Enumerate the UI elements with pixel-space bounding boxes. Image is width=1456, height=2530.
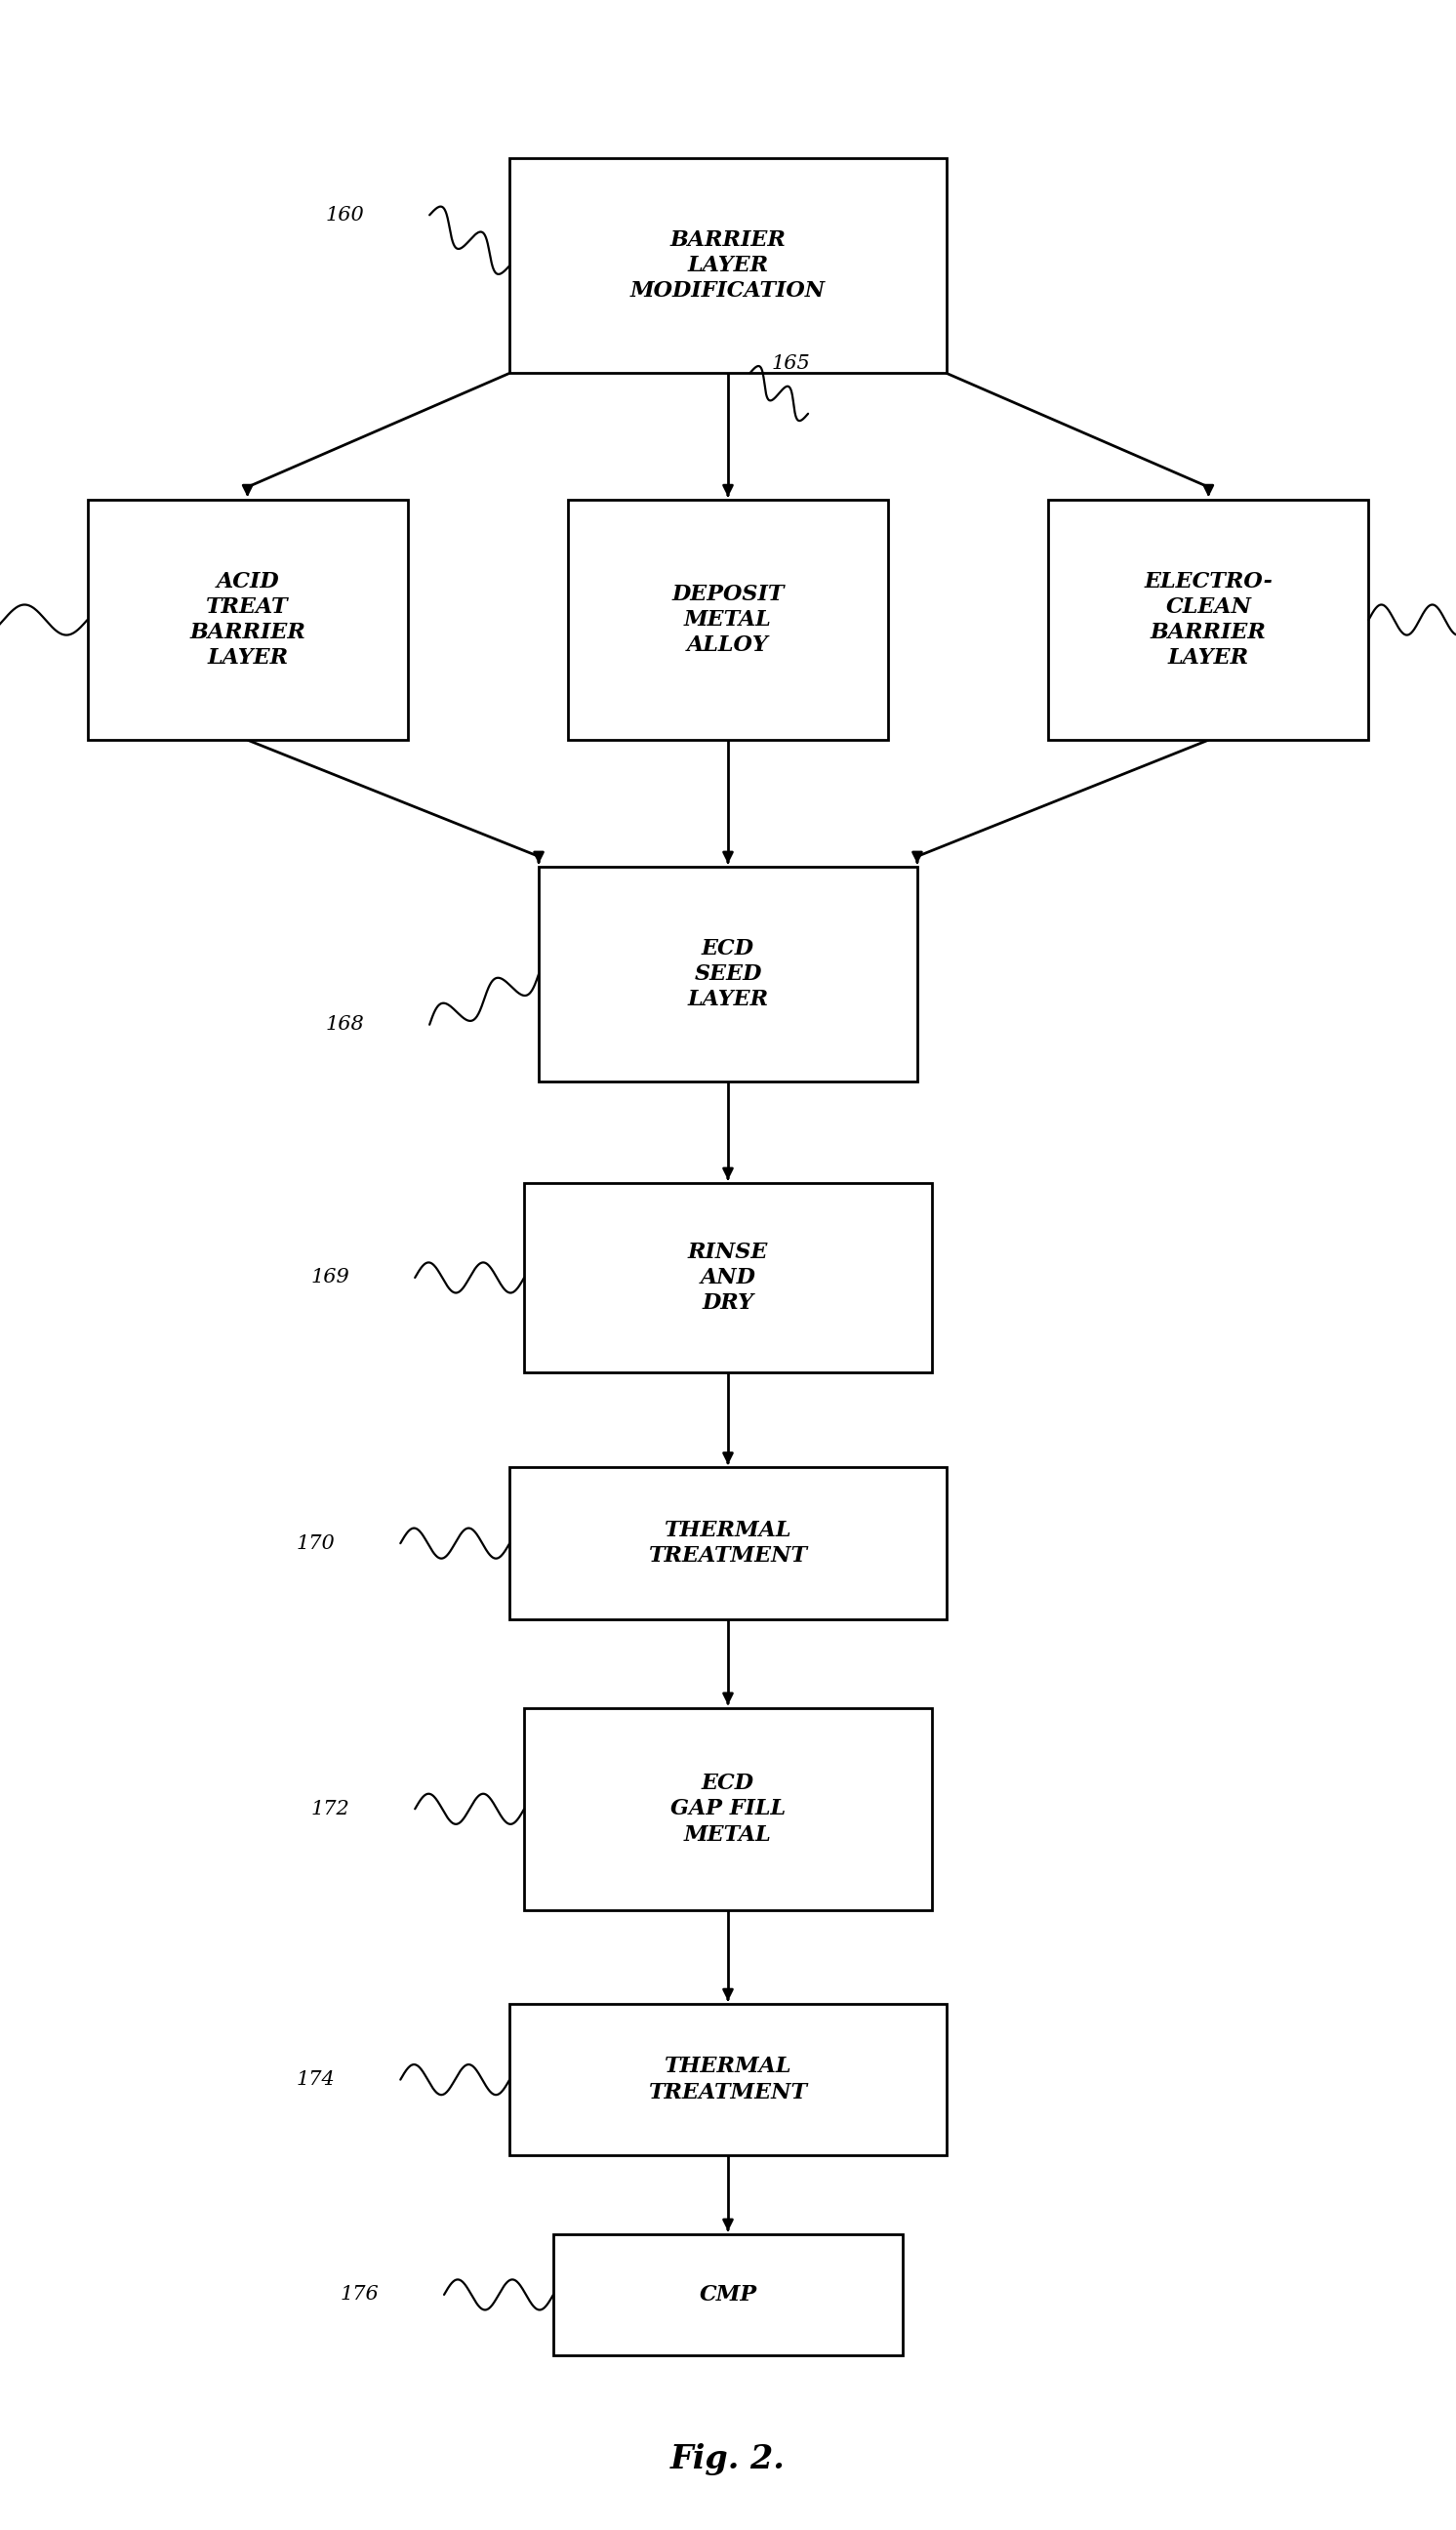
Text: CMP: CMP	[699, 2285, 757, 2305]
FancyBboxPatch shape	[510, 2004, 946, 2156]
FancyBboxPatch shape	[568, 501, 888, 739]
Text: 170: 170	[296, 1533, 335, 1553]
FancyBboxPatch shape	[524, 1708, 932, 1910]
Text: ECD
SEED
LAYER: ECD SEED LAYER	[687, 939, 769, 1009]
Text: 169: 169	[310, 1268, 349, 1288]
Text: 174: 174	[296, 2070, 335, 2090]
FancyBboxPatch shape	[510, 157, 946, 372]
Text: THERMAL
TREATMENT: THERMAL TREATMENT	[648, 2057, 808, 2102]
Text: Fig. 2.: Fig. 2.	[670, 2444, 786, 2474]
Text: ECD
GAP FILL
METAL: ECD GAP FILL METAL	[670, 1774, 786, 1844]
Text: BARRIER
LAYER
MODIFICATION: BARRIER LAYER MODIFICATION	[630, 230, 826, 301]
Text: RINSE
AND
DRY: RINSE AND DRY	[687, 1242, 769, 1313]
Text: DEPOSIT
METAL
ALLOY: DEPOSIT METAL ALLOY	[671, 584, 785, 655]
FancyBboxPatch shape	[524, 1184, 932, 1371]
FancyBboxPatch shape	[510, 1467, 946, 1619]
FancyBboxPatch shape	[1048, 501, 1369, 739]
FancyBboxPatch shape	[87, 501, 408, 739]
Text: 176: 176	[339, 2285, 379, 2305]
FancyBboxPatch shape	[553, 2234, 903, 2355]
Text: ACID
TREAT
BARRIER
LAYER: ACID TREAT BARRIER LAYER	[189, 572, 306, 668]
FancyBboxPatch shape	[539, 865, 917, 1083]
Text: THERMAL
TREATMENT: THERMAL TREATMENT	[648, 1521, 808, 1566]
Text: 168: 168	[325, 1015, 364, 1035]
Text: ELECTRO-
CLEAN
BARRIER
LAYER: ELECTRO- CLEAN BARRIER LAYER	[1144, 572, 1273, 668]
Text: 165: 165	[772, 354, 811, 372]
Text: 172: 172	[310, 1799, 349, 1819]
Text: 160: 160	[325, 205, 364, 225]
